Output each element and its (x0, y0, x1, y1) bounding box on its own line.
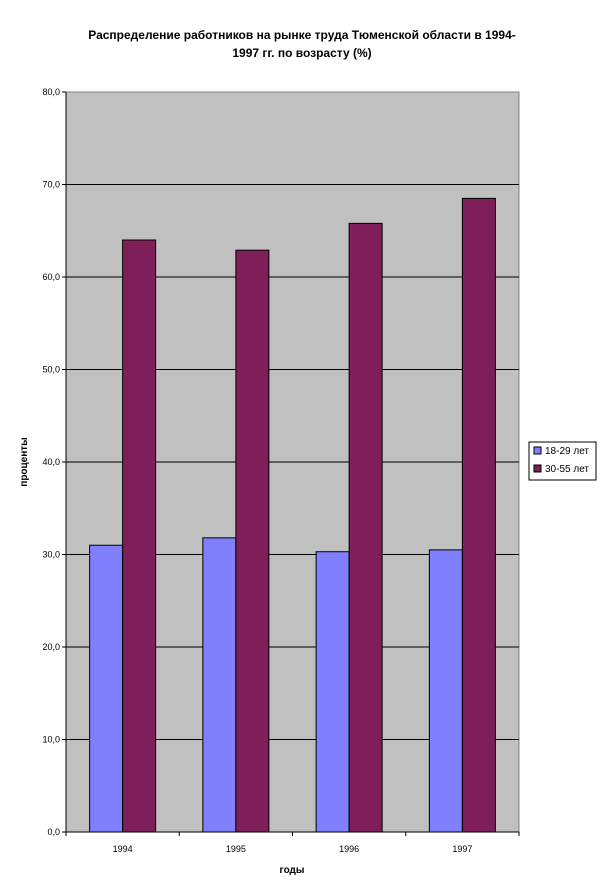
x-axis-title: годы (280, 865, 305, 876)
y-axis-title: проценты (19, 437, 30, 486)
bars (89, 197, 496, 833)
legend-label: 18-29 лет (545, 446, 589, 457)
y-tick-label: 20,0 (42, 642, 60, 652)
axes (62, 91, 520, 836)
y-tick-label: 30,0 (42, 550, 60, 560)
legend: 18-29 лет 30-55 лет (528, 441, 597, 481)
legend-swatch (533, 464, 542, 473)
chart-title-line-1: Распределение работников на рынке труда … (88, 28, 516, 42)
x-tick-label: 1995 (226, 844, 246, 854)
bar-series2 (122, 239, 157, 833)
legend-label: 30-55 лет (545, 464, 589, 475)
bar-series1 (428, 549, 463, 833)
x-tick-label: 1996 (339, 844, 359, 854)
bar-series2 (461, 197, 496, 833)
bar-series1 (89, 544, 124, 833)
x-tick-label: 1994 (113, 844, 133, 854)
y-tick-label: 40,0 (42, 457, 60, 467)
x-tick-labels: 1994 1995 1996 1997 (113, 844, 473, 854)
legend-swatch (533, 446, 542, 455)
y-tick-label: 0,0 (47, 827, 60, 837)
y-tick-label: 80,0 (42, 87, 60, 97)
x-tick-label: 1997 (452, 844, 472, 854)
y-tick-label: 10,0 (42, 735, 60, 745)
y-tick-label: 70,0 (42, 180, 60, 190)
y-tick-label: 60,0 (42, 272, 60, 282)
y-tick-labels: 0,0 10,0 20,0 30,0 40,0 50,0 60,0 70,0 80,0 (42, 87, 60, 837)
y-tick-label: 50,0 (42, 365, 60, 375)
bar-series1 (202, 537, 237, 833)
bar-series2 (235, 249, 270, 833)
chart-title-line-2: 1997 гг. по возрасту (%) (232, 46, 371, 60)
bar-series1 (315, 551, 350, 833)
bar-series2 (348, 222, 383, 833)
